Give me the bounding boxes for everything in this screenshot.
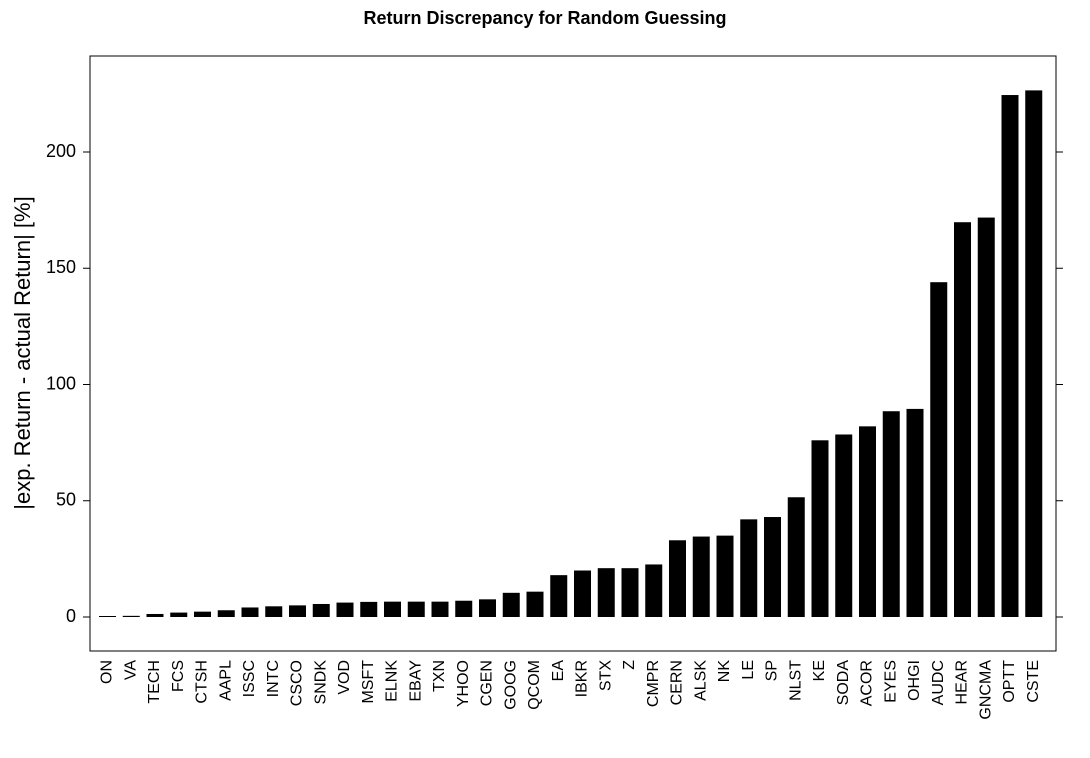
x-tick-label: INTC [265, 660, 282, 697]
y-axis-right [1056, 151, 1063, 618]
bar-vod [336, 602, 354, 617]
bar-goog [502, 592, 520, 617]
x-tick-label: GNCMA [977, 660, 994, 720]
bar-txn [431, 601, 449, 617]
bar-ohgi [906, 408, 924, 617]
x-tick-label: EA [550, 660, 567, 682]
x-tick-label: EBAY [407, 660, 424, 702]
bar-audc [930, 282, 948, 617]
bar-ea [550, 575, 568, 617]
x-tick-label: SP [764, 660, 781, 681]
y-axis-left: 0 50 100 150 200 [46, 141, 90, 626]
x-tick-label: KE [811, 660, 828, 681]
y-tick-label: 50 [56, 490, 76, 510]
bar-msft [360, 601, 378, 617]
bar-elnk [384, 601, 401, 617]
bar-on [99, 616, 116, 617]
x-tick-label: ALSK [692, 660, 709, 701]
x-tick-label: AAPL [217, 660, 234, 701]
plot-frame [89, 55, 1057, 652]
bar-cmpr [645, 564, 663, 617]
x-tick-label: HEAR [954, 660, 971, 704]
x-tick-label: NLST [787, 660, 804, 701]
x-tick-label: CERN [669, 660, 686, 705]
bar-ebay [407, 601, 425, 617]
bar-sp [764, 517, 781, 617]
x-tick-label: ACOR [859, 660, 876, 706]
x-tick-label: YHOO [455, 660, 472, 707]
x-tick-label: SODA [835, 660, 852, 706]
x-tick-label: CMPR [645, 660, 662, 707]
bar-acor [859, 426, 876, 617]
bar-va [122, 615, 140, 617]
x-tick-label: STX [597, 660, 614, 691]
bar-issc [241, 607, 259, 617]
x-tick-label: QCOM [526, 660, 543, 710]
y-tick-label: 150 [46, 257, 76, 277]
y-tick-label: 200 [46, 141, 76, 161]
bar-hear [954, 222, 971, 617]
bar-cste [1025, 90, 1043, 617]
y-tick-label: 100 [46, 373, 76, 393]
x-tick-label: CTSH [194, 660, 211, 704]
x-tick-label: TXN [431, 660, 448, 692]
bar-gncma [977, 217, 995, 617]
bar-tech [146, 613, 164, 617]
bar-ibkr [574, 570, 591, 617]
x-tick-label: CSTE [1025, 660, 1042, 703]
x-tick-label: NK [716, 660, 733, 683]
bar-stx [597, 568, 615, 617]
bar-eyes [882, 411, 900, 617]
bar-qcom [526, 591, 544, 617]
x-tick-label: OHGI [906, 660, 923, 701]
x-tick-label: GOOG [502, 660, 519, 710]
x-tick-label: ISSC [241, 660, 258, 697]
bar-soda [835, 434, 853, 617]
x-tick-label: AUDC [930, 660, 947, 705]
bar-nlst [787, 497, 805, 617]
x-tick-label: IBKR [574, 660, 591, 697]
bar-fcs [170, 612, 188, 617]
bar-le [740, 519, 758, 617]
bar-cgen [479, 599, 496, 617]
x-tick-label: LE [740, 660, 757, 680]
bar-csco [289, 605, 306, 617]
bar-ke [811, 440, 829, 617]
x-tick-label: CGEN [479, 660, 496, 706]
x-tick-label: FCS [170, 660, 187, 692]
x-tick-label: CSCO [289, 660, 306, 706]
chart-title: Return Discrepancy for Random Guessing [363, 8, 726, 28]
bar-sndk [312, 603, 330, 617]
x-tick-label: TECH [146, 660, 163, 704]
bar-ctsh [194, 611, 211, 617]
x-tick-label: VA [122, 660, 139, 680]
bar-yhoo [455, 600, 473, 617]
bars-group [99, 90, 1043, 618]
x-tick-label: EYES [882, 660, 899, 703]
bar-nk [716, 535, 734, 617]
x-tick-label: Z [621, 660, 638, 670]
bar-alsk [692, 536, 710, 617]
x-tick-label: OPTT [1001, 660, 1018, 703]
y-axis-label: |exp. Return - actual Return| [%] [10, 196, 35, 509]
x-tick-label: ON [99, 660, 116, 684]
bar-intc [265, 606, 283, 617]
x-tick-label: MSFT [360, 660, 377, 704]
bar-optt [1001, 95, 1019, 618]
y-tick-label: 0 [66, 606, 76, 626]
bar-aapl [217, 610, 235, 617]
bar-z [621, 568, 639, 617]
x-tick-label: SNDK [312, 660, 329, 705]
x-tick-label: VOD [336, 660, 353, 695]
x-tick-label: ELNK [384, 660, 401, 702]
x-axis: ON VA TECH FCS CTSH AAPL ISSC INTC CSCO SNDK VOD MS… [99, 660, 1042, 720]
bar-cern [669, 540, 686, 617]
